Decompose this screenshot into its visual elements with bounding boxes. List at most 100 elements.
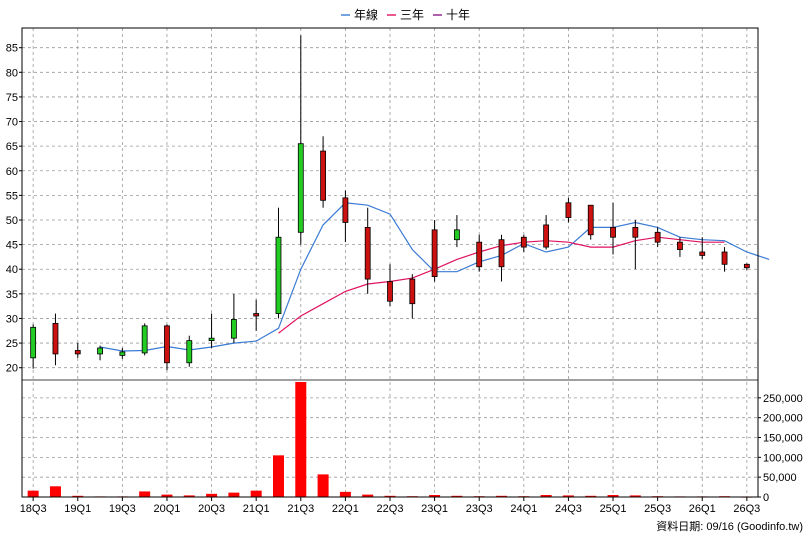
volume-bar: [295, 381, 307, 497]
x-axis: 18Q3 19Q1 19Q3 20Q1 20Q3 21Q1 21Q3 22Q1 22Q3 23Q1…: [20, 497, 760, 515]
candle-body: [743, 263, 750, 269]
volume-tick-label: 250,000: [763, 393, 803, 405]
x-tick-label: 24Q1: [510, 503, 537, 515]
volume-bar: [272, 455, 284, 497]
candle-body: [677, 241, 683, 250]
candle-body: [409, 278, 416, 305]
grid: [22, 28, 758, 497]
x-tick-label: 21Q3: [287, 503, 314, 515]
candle-body: [275, 236, 282, 314]
candle-body: [431, 229, 438, 278]
price-tick-label: 35: [6, 289, 18, 301]
candle-body: [342, 197, 349, 223]
volume-tick-label: 150,000: [763, 433, 803, 445]
candle-body: [364, 226, 371, 280]
volume-bar: [562, 495, 574, 497]
volume-bar: [496, 495, 508, 497]
volume-bar: [228, 492, 240, 497]
candle-body: [208, 337, 215, 342]
volume-bar: [250, 490, 262, 497]
volume-bar: [183, 495, 195, 497]
volume-bar: [206, 493, 218, 497]
volume-bar: [362, 494, 374, 497]
candle-body: [186, 340, 193, 364]
x-tick-label: 23Q1: [421, 503, 448, 515]
price-tick-label: 30: [6, 313, 18, 325]
x-tick-label: 18Q3: [20, 503, 47, 515]
x-tick-label: 20Q1: [154, 503, 181, 515]
volume-tick-label: 50,000: [763, 472, 797, 484]
candle-body: [141, 325, 148, 354]
candle-body: [387, 281, 393, 302]
volume-bar: [72, 495, 84, 497]
volume-tick-label: 0: [763, 492, 769, 504]
legend-label-three-year: 三年: [400, 8, 424, 22]
volume-bar: [629, 495, 641, 497]
x-tick-label: 22Q1: [332, 503, 359, 515]
candle-body: [320, 150, 326, 201]
candle-body: [654, 231, 661, 243]
volume-bar: [339, 491, 351, 497]
x-tick-label: 23Q3: [466, 503, 493, 515]
volume-axis: 0 50,000 100,000 150,000 200,000 250,000: [758, 393, 803, 504]
candle-body: [476, 241, 483, 268]
volume-tick-label: 100,000: [763, 452, 803, 464]
candle-body: [30, 326, 37, 359]
volume-tick-label: 200,000: [763, 413, 803, 425]
x-tick-label: 22Q3: [377, 503, 404, 515]
x-tick-label: 25Q1: [600, 503, 627, 515]
legend: 年線 三年 十年: [341, 7, 470, 22]
candle-body: [565, 202, 572, 218]
price-tick-label: 85: [6, 43, 18, 55]
x-tick-label: 24Q3: [555, 503, 582, 515]
volume-bar: [317, 474, 329, 497]
candle-body: [119, 351, 126, 356]
price-tick-label: 40: [6, 264, 18, 276]
candle-body: [520, 236, 527, 248]
candle-body: [721, 251, 728, 265]
x-tick-label: 19Q1: [64, 503, 91, 515]
price-tick-label: 65: [6, 141, 18, 153]
volume-bar: [139, 491, 151, 497]
candle-body: [543, 224, 550, 248]
volume-bar: [585, 495, 597, 497]
price-tick-label: 60: [6, 166, 18, 178]
volume-bar: [429, 495, 441, 497]
candle-body: [498, 239, 505, 268]
candle-body: [74, 350, 81, 355]
volume-bar: [451, 495, 463, 497]
x-tick-label: 25Q3: [644, 503, 671, 515]
volume-bar: [540, 495, 552, 497]
price-tick-label: 70: [6, 117, 18, 129]
price-tick-label: 25: [6, 338, 18, 350]
volume-bar: [27, 490, 39, 497]
candle-body: [587, 204, 594, 236]
x-tick-label: 26Q3: [733, 503, 760, 515]
candle-body: [297, 143, 304, 233]
candle-body: [699, 251, 706, 256]
volume-bar: [384, 495, 396, 497]
candle-body: [164, 325, 170, 364]
price-tick-label: 20: [6, 363, 18, 375]
x-tick-label: 21Q1: [243, 503, 270, 515]
legend-label-annual: 年線: [354, 7, 378, 22]
price-tick-label: 45: [6, 240, 18, 252]
candle-body: [230, 319, 237, 339]
candle-body: [253, 313, 260, 317]
candle-body: [52, 322, 59, 355]
price-tick-label: 50: [6, 215, 18, 227]
volume-bar: [607, 495, 619, 497]
data-date-label: 資料日期: 09/16 (Goodinfo.tw): [656, 519, 803, 533]
candle-body: [632, 226, 639, 238]
x-tick-label: 19Q3: [109, 503, 136, 515]
price-tick-label: 80: [6, 67, 18, 79]
volume-bar: [161, 494, 173, 497]
candles: [30, 35, 750, 371]
price-axis: 20 25 30 35 40 45 50 55 60 65 70 75 80 85: [6, 43, 22, 375]
x-tick-label: 26Q1: [689, 503, 716, 515]
price-tick-label: 55: [6, 190, 18, 202]
candle-body: [610, 226, 616, 238]
x-tick-label: 20Q3: [198, 503, 225, 515]
candle-body: [454, 229, 460, 241]
